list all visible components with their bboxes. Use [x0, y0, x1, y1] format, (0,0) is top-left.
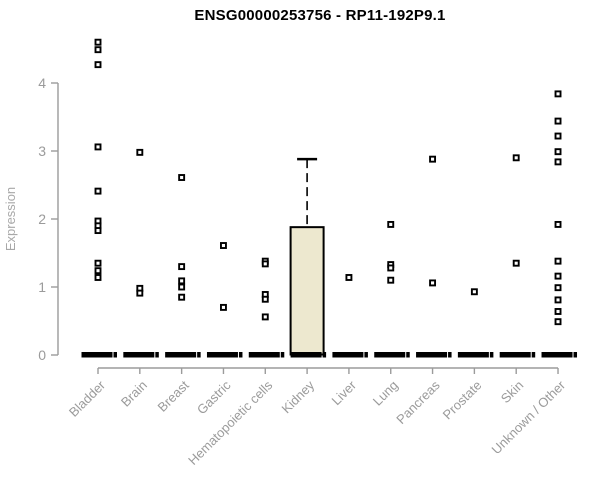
x-tick-label: Unknown / Other [489, 377, 569, 457]
x-tick-label: Bladder [66, 377, 109, 420]
x-tick-label: Kidney [279, 377, 318, 416]
data-point [94, 267, 102, 275]
data-point [178, 277, 186, 285]
x-tick-label: Gastric [194, 377, 234, 417]
data-point [512, 154, 520, 162]
data-point [136, 148, 144, 156]
x-tick-label: Lung [370, 378, 401, 409]
zero-median-bar-nub [280, 352, 285, 358]
data-point [94, 61, 102, 69]
data-point [261, 295, 269, 303]
zero-median-bar-nub [448, 352, 452, 358]
x-tick-label: Pancreas [393, 377, 443, 427]
zero-median-bar [457, 352, 489, 358]
data-point [220, 242, 227, 249]
data-point [387, 276, 395, 284]
x-tick-label: Skin [498, 378, 526, 406]
data-point [554, 148, 562, 156]
y-axis-title: Expression [3, 187, 18, 251]
zero-median-bar-nub [531, 352, 536, 358]
data-point [554, 308, 562, 315]
chart-title: ENSG00000253756 - RP11-192P9.1 [194, 7, 446, 24]
zero-median-bar-nub [155, 352, 159, 358]
data-point [470, 288, 478, 296]
x-tick-label: Prostate [440, 378, 485, 423]
data-point [554, 257, 562, 265]
data-point [94, 259, 102, 267]
data-point [94, 187, 102, 195]
zero-median-bar-nub [238, 352, 243, 358]
data-point [94, 143, 102, 151]
zero-median-bar [123, 352, 155, 358]
zero-median-bar [499, 352, 531, 358]
data-point [94, 227, 102, 235]
data-point [554, 318, 562, 326]
box-iqr [289, 226, 325, 356]
data-point [554, 132, 562, 140]
y-tick-label: 4 [38, 75, 46, 91]
data-point [554, 296, 562, 304]
zero-median-bar [165, 352, 197, 358]
data-point [94, 46, 102, 54]
data-point [554, 284, 562, 292]
data-point [220, 303, 227, 311]
data-point [261, 313, 269, 321]
data-point [94, 274, 102, 281]
data-point [178, 283, 186, 291]
data-point [554, 117, 562, 125]
zero-median-bar [374, 352, 406, 358]
data-point [178, 263, 186, 271]
zero-median-bar-nub [489, 352, 494, 358]
zero-median-bar [81, 352, 113, 358]
x-tick-label: Liver [329, 377, 360, 408]
y-tick-label: 0 [38, 347, 46, 363]
data-point [554, 220, 562, 228]
zero-median-bar [206, 352, 238, 358]
y-tick-label: 1 [38, 279, 46, 295]
data-point [261, 260, 269, 268]
zero-median-bar [332, 352, 364, 358]
zero-median-bar [248, 352, 280, 358]
y-tick-label: 3 [38, 143, 46, 159]
data-point [429, 279, 437, 287]
data-point [512, 259, 520, 267]
data-point [94, 38, 102, 46]
data-point [345, 274, 353, 281]
data-point [178, 293, 186, 301]
data-point [554, 90, 562, 98]
data-point [178, 174, 186, 181]
zero-median-bar [416, 352, 448, 358]
zero-median-bar-nub [573, 352, 578, 358]
zero-median-bar [541, 352, 573, 358]
x-tick-label: Breast [155, 377, 192, 414]
zero-median-bar-nub [113, 352, 117, 358]
zero-median-bar-nub [406, 352, 410, 358]
zero-median-bar [290, 352, 322, 358]
zero-median-bar-nub [364, 352, 368, 358]
data-point [554, 158, 562, 166]
data-point [429, 155, 437, 163]
zero-median-bar-nub [322, 352, 327, 358]
data-point [554, 272, 562, 280]
data-point [387, 264, 395, 272]
data-point [136, 289, 144, 297]
y-tick-label: 2 [38, 211, 46, 227]
x-tick-label: Brain [118, 378, 150, 410]
data-point [387, 220, 395, 228]
zero-median-bar-nub [197, 352, 201, 358]
